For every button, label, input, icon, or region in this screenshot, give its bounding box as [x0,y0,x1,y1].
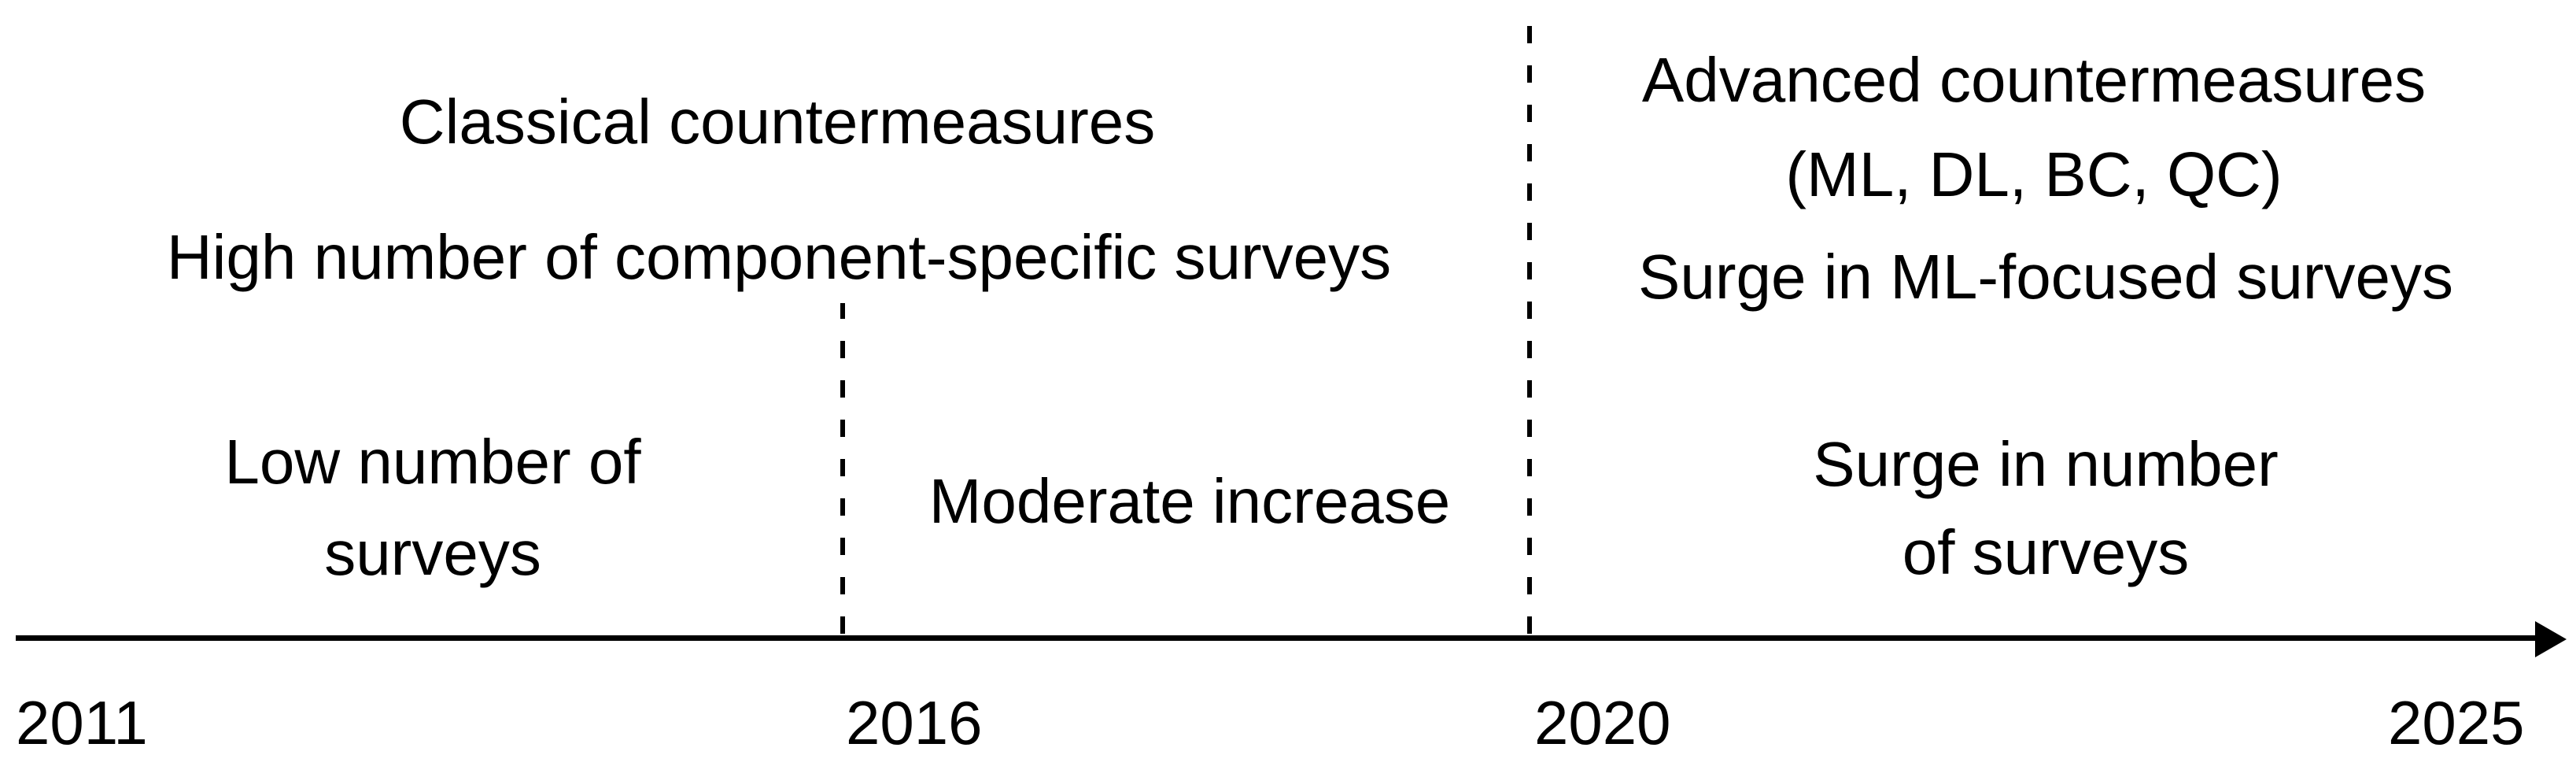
era-classical-title: Classical countermeasures [399,87,1156,157]
phase-label-line: Surge in number [1813,429,2279,499]
era-advanced-qualifier: (ML, DL, BC, QC) [1785,139,2283,209]
axis-arrowhead-icon [2535,621,2567,657]
phase-label-low-number-of-surveys: Low number of surveys [224,416,640,599]
year-label-2025: 2025 [2388,688,2525,757]
era-advanced-subtitle: Surge in ML-focused surveys [1637,242,2454,312]
phase-label-line: surveys [324,518,541,588]
timeline-axis-line [16,635,2537,641]
phase-label-line: of surveys [1902,517,2190,587]
era-advanced-title-line: Advanced countermeasures [1641,45,2427,115]
phase-label-surge-in-number-of-surveys: Surge in number of surveys [1813,420,2278,597]
phase-label-moderate-increase: Moderate increase [928,466,1451,536]
year-label-2011: 2011 [16,688,148,757]
year-label-2016: 2016 [846,688,983,757]
era-advanced-title: Advanced countermeasures (ML, DL, BC, QC… [1642,33,2426,222]
year-label-2020: 2020 [1534,688,1671,757]
phase-label-line: Low number of [224,427,641,497]
divider-2016-dashed-line [840,303,845,634]
divider-2020-dashed-line [1527,11,1532,634]
era-classical-subtitle: High number of component-specific survey… [166,222,1392,292]
